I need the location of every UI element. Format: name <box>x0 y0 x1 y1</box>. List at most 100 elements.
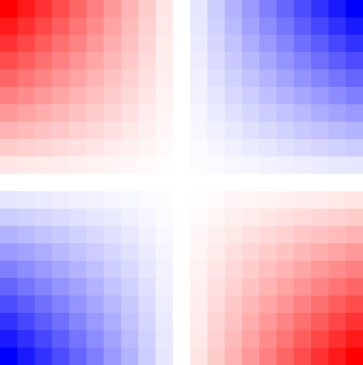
heatmap-cell <box>0 330 18 349</box>
heatmap-cell <box>34 347 53 365</box>
heatmap-cell <box>0 347 18 365</box>
heatmap-cell <box>172 156 191 175</box>
heatmap-cell <box>86 208 105 227</box>
heatmap-cell <box>0 208 18 227</box>
heatmap-cell <box>34 52 53 71</box>
heatmap-cell <box>328 34 347 53</box>
heatmap-cell <box>69 347 88 365</box>
heatmap-cell <box>328 295 347 314</box>
heatmap-cell <box>345 295 363 314</box>
heatmap-cell <box>69 225 88 244</box>
heatmap-cell <box>138 208 157 227</box>
heatmap-cell <box>172 52 191 71</box>
heatmap-cell <box>242 191 260 210</box>
heatmap-cell <box>34 191 53 210</box>
heatmap-cell <box>242 173 260 192</box>
heatmap-cell <box>69 295 88 314</box>
heatmap-cell <box>34 139 53 158</box>
heatmap-cell <box>190 312 209 331</box>
heatmap-cell <box>190 330 209 349</box>
heatmap-cell <box>138 0 157 18</box>
heatmap-cell <box>259 208 278 227</box>
heatmap-cell <box>121 312 139 331</box>
heatmap-cell <box>207 278 226 297</box>
heatmap-cell <box>224 0 243 18</box>
heatmap-cell <box>224 104 243 123</box>
heatmap-cell <box>17 0 36 18</box>
heatmap-cell <box>86 86 105 105</box>
heatmap-cell <box>259 347 278 365</box>
heatmap-cell <box>293 139 312 158</box>
heatmap-cell <box>207 69 226 88</box>
heatmap-cell <box>276 139 295 158</box>
heatmap-cell <box>224 52 243 71</box>
heatmap-cell <box>259 330 278 349</box>
heatmap-cell <box>328 104 347 123</box>
heatmap-cell <box>259 69 278 88</box>
heatmap-cell <box>311 52 330 71</box>
heatmap-cell <box>259 156 278 175</box>
heatmap-cell <box>51 173 70 192</box>
heatmap-cell <box>172 330 191 349</box>
heatmap-cell <box>190 191 209 210</box>
heatmap-cell <box>34 17 53 36</box>
heatmap-cell <box>69 104 88 123</box>
heatmap-cell <box>242 243 260 262</box>
heatmap-cell <box>224 225 243 244</box>
heatmap-cell <box>172 278 191 297</box>
heatmap-cell <box>103 69 122 88</box>
heatmap-cell <box>121 260 139 279</box>
heatmap-cell <box>155 260 174 279</box>
heatmap-cell <box>242 330 260 349</box>
heatmap-cell <box>121 69 139 88</box>
heatmap-cell <box>172 17 191 36</box>
heatmap-cell <box>328 191 347 210</box>
heatmap-cell <box>17 69 36 88</box>
heatmap-cell <box>345 173 363 192</box>
heatmap-cell <box>121 191 139 210</box>
heatmap-cell <box>224 312 243 331</box>
heatmap-cell <box>138 191 157 210</box>
heatmap-cell <box>293 295 312 314</box>
heatmap-cell <box>69 260 88 279</box>
heatmap-cell <box>190 86 209 105</box>
heatmap-cell <box>328 225 347 244</box>
heatmap-cell <box>190 225 209 244</box>
heatmap-cell <box>103 330 122 349</box>
heatmap-cell <box>121 330 139 349</box>
heatmap-cell <box>276 347 295 365</box>
heatmap-cell <box>121 208 139 227</box>
heatmap-cell <box>138 17 157 36</box>
heatmap-cell <box>224 208 243 227</box>
heatmap-cell <box>207 312 226 331</box>
heatmap-cell <box>242 86 260 105</box>
heatmap-cell <box>69 191 88 210</box>
heatmap-cell <box>345 278 363 297</box>
heatmap-cell <box>190 295 209 314</box>
heatmap-cell <box>328 156 347 175</box>
heatmap-cell <box>86 347 105 365</box>
heatmap-cell <box>0 156 18 175</box>
heatmap-cell <box>17 52 36 71</box>
heatmap-cell <box>293 330 312 349</box>
heatmap-cell <box>345 121 363 140</box>
heatmap-cell <box>86 104 105 123</box>
heatmap-cell <box>311 225 330 244</box>
heatmap-cell <box>328 278 347 297</box>
heatmap-cell <box>276 278 295 297</box>
heatmap-cell <box>242 0 260 18</box>
heatmap-cell <box>121 0 139 18</box>
heatmap-cell <box>51 121 70 140</box>
heatmap-cell <box>345 17 363 36</box>
heatmap-cell <box>155 173 174 192</box>
heatmap-cell <box>259 243 278 262</box>
heatmap-cell <box>103 139 122 158</box>
heatmap-cell <box>69 121 88 140</box>
heatmap-cell <box>190 278 209 297</box>
heatmap-cell <box>224 121 243 140</box>
heatmap-cell <box>0 295 18 314</box>
heatmap-cell <box>311 139 330 158</box>
heatmap-cell <box>190 104 209 123</box>
heatmap-cell <box>311 34 330 53</box>
heatmap-cell <box>242 17 260 36</box>
